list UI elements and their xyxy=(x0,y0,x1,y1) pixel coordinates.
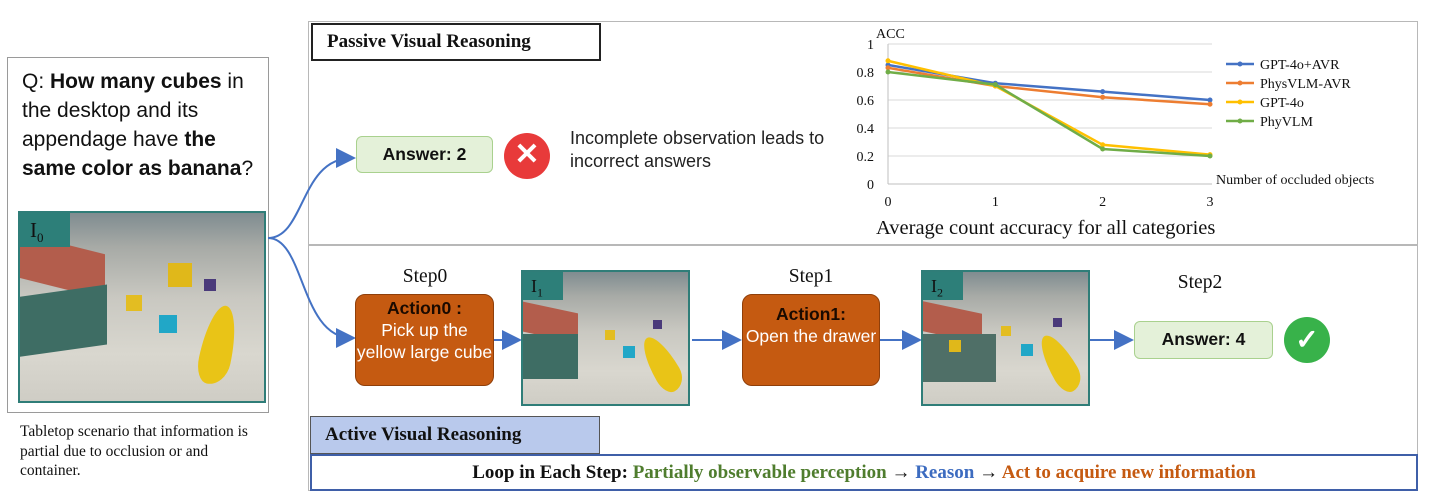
image-label-i2: I2 xyxy=(923,272,963,300)
chart-ytick-label: 1 xyxy=(867,38,874,53)
check-mark-icon: ✓ xyxy=(1284,317,1330,363)
chart-svg: 0 0.2 0.4 0.6 0.8 1 0 1 2 3 ACC Number of occluded … xyxy=(857,27,1375,239)
scene-image-i2: I2 xyxy=(921,270,1090,406)
action1-text: Open the drawer xyxy=(745,326,877,346)
chart-ylabel: ACC xyxy=(876,27,905,42)
chart-ytick-label: 0 xyxy=(867,178,874,193)
loop-act: Act to acquire new information xyxy=(1001,462,1256,483)
chart-title: Average count accuracy for all categorie… xyxy=(876,217,1215,239)
legend-label: PhysVLM-AVR xyxy=(1260,77,1351,92)
image-label-i0: I0 xyxy=(20,213,70,247)
chart-point xyxy=(1207,97,1213,103)
chart-point xyxy=(1100,89,1106,95)
x-mark-icon: ✕ xyxy=(504,133,550,179)
chart-series-line xyxy=(887,70,1211,158)
loop-reason: Reason xyxy=(915,462,975,483)
legend-marker xyxy=(1237,118,1243,124)
step1-label: Step1 xyxy=(788,266,834,287)
action1-box: Action1: Open the drawer xyxy=(742,294,880,386)
left-caption: Tabletop scenario that information is pa… xyxy=(20,423,248,479)
step0-label: Step0 xyxy=(402,266,448,287)
chart-ytick-label: 0.8 xyxy=(857,66,875,81)
legend-marker xyxy=(1237,99,1243,105)
action0-name: Action0 xyxy=(387,298,452,318)
active-answer-box: Answer: 4 xyxy=(1134,321,1273,359)
chart-point xyxy=(1207,153,1213,159)
question-middle: in the desktop and its appendage have xyxy=(22,70,244,151)
chart-xtick-label: 0 xyxy=(885,195,892,210)
loop-prefix: Loop in Each Step: xyxy=(472,462,633,483)
incorrect-note: Incomplete observation leads to incorrec… xyxy=(570,128,825,171)
question-prefix: Q: xyxy=(22,70,51,93)
chart-ytick-label: 0.6 xyxy=(857,94,875,109)
chart-point xyxy=(885,65,891,71)
image-label-i1: I1 xyxy=(523,272,563,300)
question-suffix: ? xyxy=(241,157,254,180)
section-divider xyxy=(309,244,1417,246)
chart-series-line xyxy=(887,63,1211,102)
loop-perception: Partially observable perception xyxy=(632,462,887,483)
legend-label: PhyVLM xyxy=(1260,115,1313,130)
action0-box: Action0 : Pick up the yellow large cube xyxy=(355,294,494,386)
question-text: Q: How many cubes in the desktop and its… xyxy=(22,67,262,183)
chart-xtick-label: 2 xyxy=(1099,195,1106,210)
chart-xtick-label: 1 xyxy=(992,195,999,210)
legend-label: GPT-4o+AVR xyxy=(1260,58,1340,73)
chart-ytick-label: 0.2 xyxy=(857,150,875,165)
step2-label: Step2 xyxy=(1177,272,1223,293)
loop-statement: Loop in Each Step: Partially observable … xyxy=(310,454,1418,491)
legend-marker xyxy=(1237,80,1243,86)
action1-name: Action1 xyxy=(775,304,841,324)
passive-title: Passive Visual Reasoning xyxy=(311,23,601,61)
legend-label: GPT-4o xyxy=(1260,96,1304,111)
chart-xtick-label: 3 xyxy=(1207,195,1214,210)
scene-image-i0: I0 xyxy=(18,211,266,403)
loop-arrow-2: → xyxy=(974,462,1002,483)
chart-point xyxy=(1100,142,1106,148)
chart-point xyxy=(992,82,998,88)
chart-point xyxy=(885,69,891,75)
question-bold-1: How many cubes xyxy=(50,70,222,93)
chart-series-line xyxy=(887,66,1211,106)
chart-point xyxy=(885,58,891,64)
chart-point xyxy=(1100,146,1106,152)
scene-image-i1: I1 xyxy=(521,270,690,406)
chart-point xyxy=(1100,94,1106,100)
loop-arrow-1: → xyxy=(886,462,916,483)
chart-ytick-label: 0.4 xyxy=(857,122,875,137)
question-bold-2: the same color as banana xyxy=(22,128,242,180)
action0-text: Pick up the yellow large cube xyxy=(356,320,493,362)
chart-point xyxy=(1207,101,1213,107)
chart-xlabel: Number of occluded objects xyxy=(1216,173,1374,188)
active-title: Active Visual Reasoning xyxy=(310,416,600,454)
legend-marker xyxy=(1237,61,1243,67)
accuracy-chart: 0 0.2 0.4 0.6 0.8 1 0 1 2 3 ACC Number of occluded … xyxy=(840,22,1415,244)
passive-answer-box: Answer: 2 xyxy=(356,136,493,173)
